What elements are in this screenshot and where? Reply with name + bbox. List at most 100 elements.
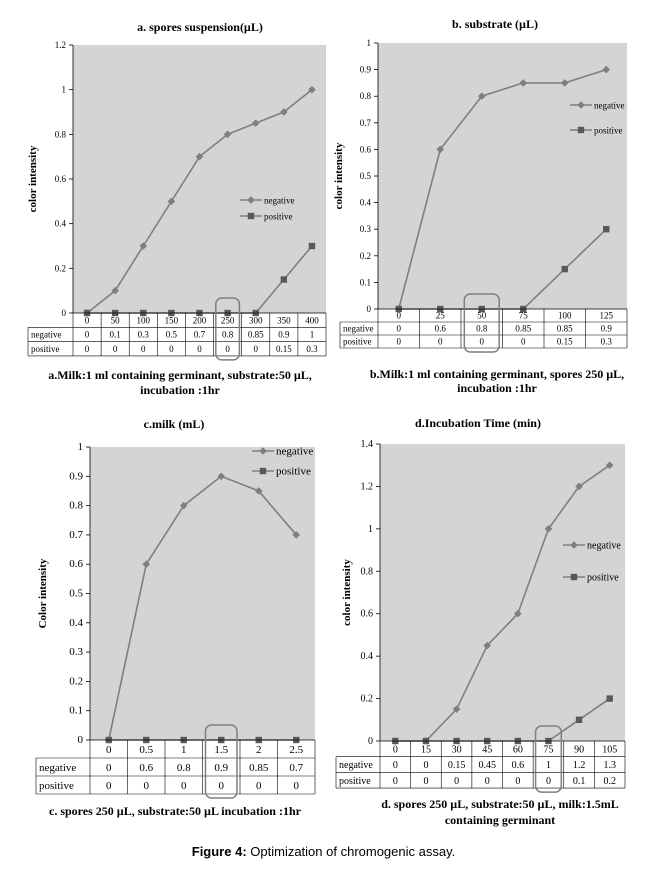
chart-title: c.milk (mL) [144, 417, 205, 431]
table-value-cell: 0 [141, 344, 146, 354]
table-value-cell: 0.15 [557, 337, 573, 347]
table-value-cell: 0 [393, 760, 398, 771]
table-category-cell: 50 [111, 315, 121, 325]
table-category-cell: 1 [181, 744, 187, 756]
table-value-cell: 1.3 [603, 760, 616, 771]
table-value-cell: 0 [521, 337, 526, 347]
series-line-negative [107, 475, 297, 741]
legend-label-negative: negative [276, 446, 313, 458]
data-point-negative [111, 286, 119, 295]
table-value-cell: 0.85 [249, 762, 269, 774]
data-point-negative [483, 641, 491, 650]
data-point-negative [519, 79, 528, 87]
data-point-negative [251, 119, 260, 127]
y-tick-label: 0.4 [361, 651, 374, 662]
table-value-cell: 0 [393, 776, 398, 787]
table-value-cell: 0.6 [435, 324, 447, 334]
y-tick-label: 0.2 [360, 251, 371, 261]
table-category-cell: 0 [106, 744, 112, 756]
y-tick-label: 0.3 [69, 646, 83, 658]
table-category-cell: 0.5 [139, 744, 153, 756]
panel-caption: incubation :1hr [457, 381, 537, 395]
y-tick-label: 0.4 [360, 198, 372, 208]
panel-caption: containing germinant [445, 813, 555, 827]
y-tick-label: 0.6 [360, 144, 372, 154]
table-value-cell: 0 [225, 344, 230, 354]
data-point-negative [139, 242, 148, 250]
table-value-cell: 0 [256, 780, 262, 792]
y-tick-label: 1.2 [361, 481, 374, 492]
y-tick-label: 0.8 [360, 91, 372, 101]
table-value-cell: 0.9 [601, 324, 613, 334]
table-value-cell: 0.85 [248, 330, 264, 340]
table-value-cell: 0.15 [276, 344, 292, 354]
table-value-cell: 0 [106, 780, 112, 792]
table-value-cell: 0 [438, 337, 443, 347]
table-value-cell: 0.85 [557, 324, 573, 334]
table-category-cell: 75 [519, 311, 529, 321]
chart-title: b. substrate (µL) [452, 17, 538, 31]
data-point-positive [308, 242, 316, 250]
table-category-cell: 200 [193, 315, 207, 325]
y-tick-label: 0.6 [69, 558, 83, 570]
legend-label-negative: negative [594, 101, 625, 111]
table-value-cell: 0 [294, 780, 300, 792]
chart-panel-d: 0 0.2 0.4 0.6 0.8 1 1.2 1.4 d.Incubation Time (m… [335, 416, 626, 827]
y-tick-label: 0.4 [69, 617, 83, 629]
y-tick-label: 1 [368, 524, 373, 535]
panel-caption: d. spores 250 µL, substrate:50 µL, milk:… [381, 797, 619, 811]
table-category-cell: 350 [277, 315, 291, 325]
legend-label-positive: positive [276, 466, 311, 478]
chart-panel-b: 0 0.1 0.2 0.3 0.4 0.5 0.6 0.7 0.8 0.9 1 b. substrat… [333, 17, 628, 395]
table-value-cell: 0.7 [289, 762, 303, 774]
table-category-cell: 100 [137, 315, 151, 325]
table-category-cell: 45 [482, 744, 492, 755]
table-value-cell: 0 [397, 324, 402, 334]
y-tick-label: 0.7 [69, 529, 83, 541]
table-value-cell: 0.8 [177, 762, 191, 774]
y-tick-label: 0.9 [360, 65, 372, 75]
table-value-cell: 0 [454, 776, 459, 787]
data-point-negative [142, 560, 151, 568]
table-row-label: negative [339, 760, 373, 771]
chart-title: a. spores suspension(µL) [137, 20, 263, 34]
table-value-cell: 1 [310, 330, 315, 340]
y-tick-label: 0 [367, 304, 372, 314]
data-point-negative [605, 461, 614, 470]
table-value-cell: 0.2 [603, 776, 616, 787]
plot-area [90, 447, 315, 740]
table-value-cell: 0.3 [601, 337, 613, 347]
y-tick-label: 0.5 [69, 588, 83, 600]
table-value-cell: 0 [480, 337, 485, 347]
highlight-box [204, 724, 238, 799]
table-value-cell: 0 [197, 344, 202, 354]
legend-label-negative: negative [587, 541, 621, 552]
y-tick-label: 1.4 [361, 439, 374, 450]
table-category-cell: 100 [558, 311, 572, 321]
table-value-cell: 0.6 [512, 760, 525, 771]
table-value-cell: 0 [219, 780, 225, 792]
legend-marker-negative [259, 447, 267, 455]
table-category-cell: 25 [436, 311, 446, 321]
data-point-positive [561, 265, 568, 273]
table-value-cell: 0 [144, 780, 150, 792]
table-category-cell: 15 [421, 744, 431, 755]
table-category-cell: 2 [256, 744, 262, 756]
table-value-cell: 0 [485, 776, 490, 787]
table-category-cell: 125 [600, 311, 614, 321]
table-value-cell: 0 [515, 776, 520, 787]
table-value-cell: 0 [423, 760, 428, 771]
highlight-box [215, 297, 241, 361]
table-category-cell: 300 [249, 315, 263, 325]
table-value-cell: 0 [113, 344, 118, 354]
data-point-negative [223, 130, 232, 139]
table-row-label: positive [343, 337, 372, 347]
table-value-cell: 0.1 [110, 330, 121, 340]
y-tick-label: 0.9 [69, 470, 83, 482]
y-tick-label: 0.6 [55, 174, 67, 184]
table-value-cell: 0.6 [139, 762, 153, 774]
data-point-negative [254, 487, 263, 495]
data-point-negative [560, 79, 569, 87]
y-tick-label: 0.1 [69, 705, 83, 717]
table-category-cell: 90 [574, 744, 584, 755]
